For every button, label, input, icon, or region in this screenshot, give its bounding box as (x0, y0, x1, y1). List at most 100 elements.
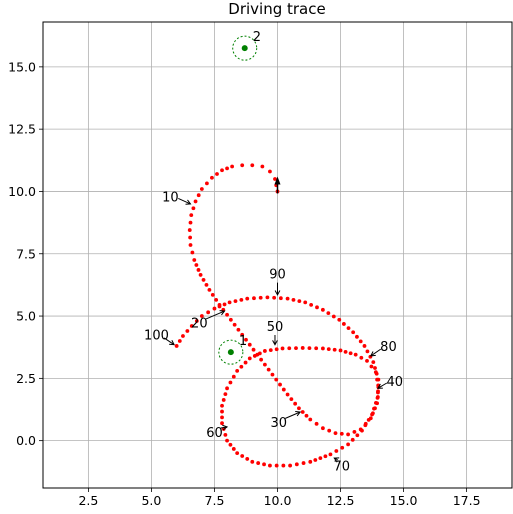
trace-point (257, 351, 262, 356)
trace-point (280, 346, 285, 351)
trace-point (225, 438, 229, 443)
trace-point (278, 296, 283, 301)
x-tick-label: 7.5 (205, 493, 225, 508)
trace-point (337, 317, 342, 322)
trace-point (328, 452, 333, 457)
trace-point (374, 400, 378, 405)
trace-point (274, 463, 279, 468)
trace-point (210, 175, 214, 180)
trace-point (228, 317, 233, 322)
trace-point (365, 349, 370, 354)
trace-point (185, 329, 190, 333)
trace-point (177, 339, 182, 343)
trace-point (239, 364, 244, 369)
trace-point (204, 283, 209, 287)
trace-point (362, 344, 367, 348)
trace-point (281, 387, 286, 392)
arrowhead-icon (272, 340, 278, 346)
trace-point (207, 287, 212, 292)
start-direction-icon (274, 176, 281, 185)
arrowhead-icon (376, 383, 383, 389)
arrowhead-icon (333, 457, 340, 463)
trace-point (265, 295, 270, 300)
trace-point (303, 300, 308, 305)
trace-point (181, 334, 185, 338)
trace-point (231, 447, 236, 451)
arrowhead-icon (219, 310, 226, 316)
trace-point (240, 332, 245, 337)
trace-point (373, 366, 377, 370)
trace-point (250, 163, 255, 168)
trace-point (272, 295, 277, 300)
trace-point (346, 432, 351, 437)
trace-point (293, 401, 298, 406)
trace-point (274, 347, 279, 352)
trace-point (268, 169, 272, 174)
trace-point (215, 172, 219, 176)
trace-point (300, 410, 305, 414)
step-annotation-arrow (163, 337, 175, 346)
trace-point (307, 346, 312, 351)
trace-point (365, 359, 369, 363)
trace-point (189, 213, 194, 218)
trace-point (240, 163, 245, 168)
trace-point (221, 398, 226, 402)
trace-point (245, 296, 250, 301)
trace-point (262, 462, 266, 467)
trace-point (318, 456, 323, 460)
y-tick-label: 12.5 (8, 122, 36, 137)
step-annotation-label: 20 (191, 316, 208, 331)
trace-point (196, 268, 201, 272)
trace-point (247, 342, 252, 347)
trace-point (351, 330, 356, 335)
trace-point (370, 412, 374, 417)
trace-point (189, 324, 194, 328)
trace-point (332, 347, 337, 352)
trace-point (346, 326, 351, 330)
trace-point (281, 463, 286, 468)
trace-point (340, 445, 345, 450)
trace-point (199, 314, 204, 318)
trace-point (225, 386, 229, 391)
trace-point (343, 349, 348, 354)
trace-point (232, 322, 237, 327)
trace-point (239, 297, 244, 302)
trace-point (220, 403, 224, 408)
trace-point (235, 451, 240, 456)
step-annotation-label: 100 (144, 329, 169, 344)
trace-point (358, 339, 363, 344)
trace-point (313, 458, 318, 462)
trace-point (251, 347, 256, 352)
trace-point (308, 417, 313, 422)
trace-series (174, 163, 381, 468)
trace-point (287, 346, 292, 351)
trace-point (320, 307, 325, 312)
trace-point (187, 228, 192, 232)
trace-point (369, 364, 374, 369)
trace-point (259, 357, 264, 362)
trace-point (376, 389, 380, 394)
trace-point (327, 428, 332, 433)
trace-point (191, 206, 196, 211)
trace-point (225, 166, 229, 171)
landmark-dot (227, 349, 234, 356)
trace-point (240, 454, 245, 458)
trace-point (338, 348, 343, 353)
trace-point (315, 305, 319, 310)
trace-point (245, 457, 250, 461)
trace-point (247, 356, 252, 361)
trace-point (326, 311, 331, 316)
trace-point (285, 296, 290, 301)
trace-point (323, 454, 328, 459)
trace-point (262, 349, 267, 353)
trace-point (314, 421, 319, 426)
trace-point (339, 431, 344, 436)
axis-ticks: 2.5 5.0 7.5 10.0 12.5 15.0 17.5 0.0 2.5 5.0 7.5 10.… (8, 59, 480, 508)
trace-point (258, 295, 263, 300)
trace-point (188, 235, 193, 240)
trace-point (360, 428, 364, 433)
trace-point (210, 292, 215, 297)
trace-point (363, 423, 368, 428)
trace-point (220, 409, 224, 414)
